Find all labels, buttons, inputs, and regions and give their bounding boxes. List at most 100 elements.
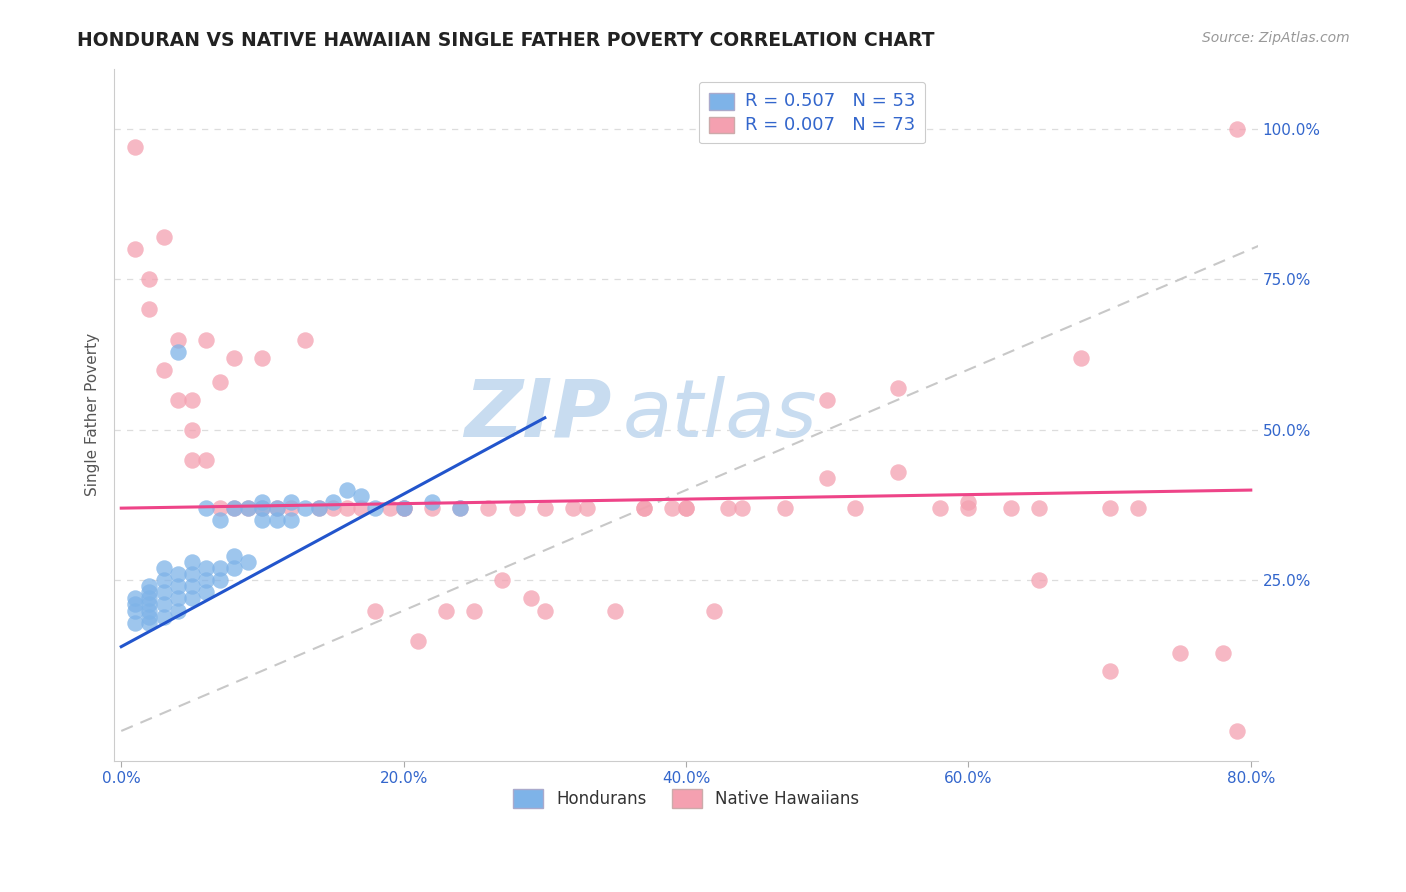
Point — [717, 501, 740, 516]
Point — [703, 603, 725, 617]
Point — [477, 501, 499, 516]
Point — [576, 501, 599, 516]
Point — [731, 501, 754, 516]
Point — [180, 453, 202, 467]
Point — [166, 392, 188, 407]
Point — [166, 603, 188, 617]
Point — [308, 501, 330, 516]
Point — [138, 585, 160, 599]
Point — [491, 574, 513, 588]
Point — [152, 609, 174, 624]
Point — [280, 513, 302, 527]
Text: atlas: atlas — [623, 376, 818, 454]
Point — [392, 501, 415, 516]
Point — [887, 381, 910, 395]
Point — [633, 501, 655, 516]
Legend: Hondurans, Native Hawaiians: Hondurans, Native Hawaiians — [506, 782, 866, 815]
Point — [266, 501, 288, 516]
Point — [364, 501, 387, 516]
Point — [350, 501, 373, 516]
Point — [1028, 501, 1050, 516]
Point — [1212, 646, 1234, 660]
Point — [138, 609, 160, 624]
Point — [180, 392, 202, 407]
Point — [294, 333, 316, 347]
Point — [138, 272, 160, 286]
Point — [505, 501, 527, 516]
Point — [252, 513, 274, 527]
Point — [124, 603, 146, 617]
Point — [280, 501, 302, 516]
Point — [152, 561, 174, 575]
Point — [194, 574, 217, 588]
Point — [238, 501, 260, 516]
Point — [392, 501, 415, 516]
Point — [224, 549, 246, 564]
Point — [194, 501, 217, 516]
Point — [322, 495, 344, 509]
Point — [166, 591, 188, 606]
Point — [209, 375, 232, 389]
Point — [152, 230, 174, 244]
Point — [194, 585, 217, 599]
Point — [138, 579, 160, 593]
Point — [180, 579, 202, 593]
Point — [533, 501, 555, 516]
Point — [180, 591, 202, 606]
Point — [138, 603, 160, 617]
Point — [773, 501, 796, 516]
Point — [266, 501, 288, 516]
Point — [252, 501, 274, 516]
Point — [533, 603, 555, 617]
Point — [166, 579, 188, 593]
Point — [1126, 501, 1149, 516]
Text: ZIP: ZIP — [464, 376, 612, 454]
Point — [209, 561, 232, 575]
Point — [364, 603, 387, 617]
Point — [519, 591, 541, 606]
Point — [844, 501, 866, 516]
Point — [605, 603, 627, 617]
Point — [449, 501, 471, 516]
Point — [1028, 574, 1050, 588]
Point — [887, 465, 910, 479]
Point — [434, 603, 457, 617]
Point — [138, 598, 160, 612]
Point — [1070, 351, 1092, 365]
Point — [675, 501, 697, 516]
Point — [1098, 664, 1121, 678]
Point — [224, 561, 246, 575]
Point — [124, 140, 146, 154]
Point — [209, 574, 232, 588]
Point — [124, 615, 146, 630]
Point — [1000, 501, 1022, 516]
Text: HONDURAN VS NATIVE HAWAIIAN SINGLE FATHER POVERTY CORRELATION CHART: HONDURAN VS NATIVE HAWAIIAN SINGLE FATHE… — [77, 31, 935, 50]
Point — [138, 302, 160, 317]
Point — [238, 501, 260, 516]
Point — [252, 351, 274, 365]
Point — [194, 333, 217, 347]
Point — [194, 561, 217, 575]
Point — [180, 567, 202, 582]
Point — [1168, 646, 1191, 660]
Point — [815, 392, 838, 407]
Point — [1226, 723, 1249, 738]
Point — [224, 501, 246, 516]
Point — [138, 591, 160, 606]
Point — [152, 362, 174, 376]
Point — [209, 513, 232, 527]
Point — [166, 567, 188, 582]
Point — [562, 501, 585, 516]
Point — [322, 501, 344, 516]
Point — [1098, 501, 1121, 516]
Point — [661, 501, 683, 516]
Point — [1226, 121, 1249, 136]
Point — [392, 501, 415, 516]
Point — [209, 501, 232, 516]
Point — [449, 501, 471, 516]
Point — [252, 501, 274, 516]
Point — [336, 483, 359, 497]
Point — [166, 333, 188, 347]
Point — [124, 591, 146, 606]
Point — [124, 242, 146, 256]
